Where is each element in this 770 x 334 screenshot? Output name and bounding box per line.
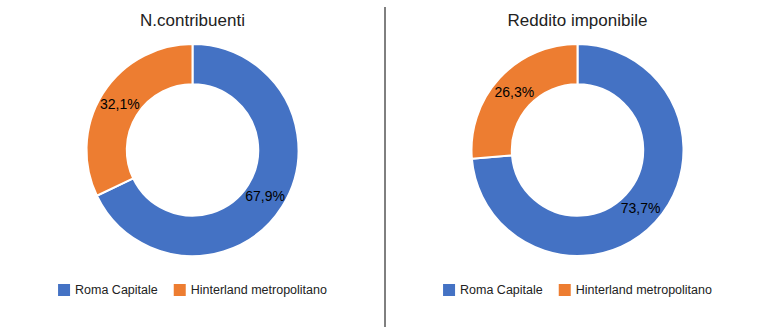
data-label: 73,7%: [621, 200, 661, 216]
legend-label: Hinterland metropolitano: [191, 283, 327, 297]
legend-swatch: [443, 284, 455, 296]
legend-item: Roma Capitale: [443, 283, 543, 297]
legend-item: Hinterland metropolitano: [174, 283, 327, 297]
legend-item: Hinterland metropolitano: [559, 283, 712, 297]
donut-wedge: [87, 44, 193, 196]
data-labels: 67,9% 32,1%: [100, 96, 285, 204]
divider: [385, 7, 386, 327]
legend-swatch: [559, 284, 571, 296]
legend-label: Hinterland metropolitano: [576, 283, 712, 297]
chart-title: N.contribuenti: [140, 11, 245, 30]
data-label: 67,9%: [245, 188, 285, 204]
legend-label: Roma Capitale: [75, 283, 158, 297]
legend: Roma Capitale Hinterland metropolitano: [58, 283, 327, 297]
data-label: 32,1%: [100, 96, 140, 112]
donut-panel: Reddito imponibile 73,7% 26,3% Roma Capital…: [443, 11, 712, 297]
chart-canvas: N.contribuenti 67,9% 32,1% Roma Capitale Hin…: [0, 0, 770, 334]
data-label: 26,3%: [495, 84, 535, 100]
wedges: [87, 44, 299, 256]
legend-label: Roma Capitale: [460, 283, 543, 297]
legend: Roma Capitale Hinterland metropolitano: [443, 283, 712, 297]
donut-panel: N.contribuenti 67,9% 32,1% Roma Capitale Hin…: [58, 11, 327, 297]
legend-item: Roma Capitale: [58, 283, 158, 297]
wedges: [472, 44, 684, 256]
chart-title: Reddito imponibile: [508, 11, 648, 30]
data-labels: 73,7% 26,3%: [495, 84, 661, 216]
donut-wedge: [472, 44, 684, 256]
donut-wedge: [472, 44, 578, 159]
legend-swatch: [58, 284, 70, 296]
legend-swatch: [174, 284, 186, 296]
